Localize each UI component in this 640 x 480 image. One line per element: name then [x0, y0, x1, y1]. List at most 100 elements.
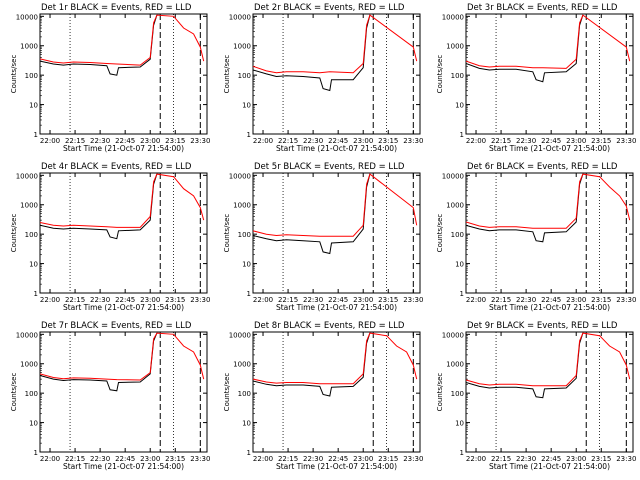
plot-frame — [39, 172, 208, 294]
y-tick-label: 1 — [34, 131, 38, 139]
panel-title: Det 8r BLACK = Events, RED = LLD — [254, 321, 405, 331]
x-tick-label: 23:30 — [403, 455, 423, 463]
y-tick-label: 10000 — [229, 13, 251, 21]
x-tick-label: 22:00 — [40, 296, 60, 304]
y-tick-label: 1000 — [20, 202, 38, 210]
y-axis-label: Counts/sec — [10, 373, 18, 412]
x-tick-label: 23:15 — [591, 296, 611, 304]
x-tick-label: 23:15 — [591, 137, 611, 145]
y-axis-label: Counts/sec — [436, 373, 444, 412]
series-line-events — [253, 173, 371, 255]
x-tick-label: 22:30 — [516, 296, 536, 304]
y-tick-label: 1 — [247, 449, 251, 457]
y-tick-label: 1 — [460, 449, 464, 457]
x-tick-label: 23:30 — [616, 137, 636, 145]
y-tick-label: 1 — [460, 131, 464, 139]
series-line-lld — [40, 332, 205, 381]
x-axis-label: Start Time (21-Oct-07 21:54:00) — [276, 144, 397, 153]
y-tick-label: 10 — [242, 102, 251, 110]
x-tick-label: 22:00 — [466, 137, 486, 145]
x-tick-label: 22:00 — [40, 137, 60, 145]
x-tick-label: 22:45 — [541, 455, 561, 463]
plot-frame — [39, 331, 208, 453]
y-tick-label: 10 — [29, 420, 38, 428]
detector-panel-1: Det 1r BLACK = Events, RED = LLD 1 10 100 10… — [10, 3, 210, 153]
x-tick-label: 22:30 — [303, 296, 323, 304]
y-tick-label: 1000 — [233, 43, 251, 51]
y-tick-label: 100 — [25, 390, 38, 398]
x-tick-label: 23:15 — [378, 296, 398, 304]
x-tick-label: 22:15 — [278, 455, 298, 463]
x-tick-label: 22:45 — [115, 137, 135, 145]
x-tick-label: 22:15 — [278, 296, 298, 304]
x-tick-label: 22:30 — [90, 296, 110, 304]
y-axis-label: Counts/sec — [436, 214, 444, 253]
x-tick-label: 23:00 — [353, 137, 373, 145]
series-line-events — [253, 14, 371, 92]
y-axis-label: Counts/sec — [10, 214, 18, 253]
detector-panel-8: Det 8r BLACK = Events, RED = LLD 1 10 100 10… — [223, 321, 423, 471]
series-line-events — [466, 14, 584, 83]
y-tick-label: 100 — [238, 231, 251, 239]
y-tick-label: 10 — [242, 261, 251, 269]
x-tick-label: 22:45 — [541, 137, 561, 145]
panel-title: Det 3r BLACK = Events, RED = LLD — [467, 3, 618, 13]
x-tick-label: 22:45 — [328, 455, 348, 463]
x-tick-label: 23:00 — [566, 137, 586, 145]
series-line-lld — [253, 173, 418, 237]
y-tick-label: 1000 — [446, 43, 464, 51]
x-tick-label: 23:15 — [378, 137, 398, 145]
x-tick-label: 22:00 — [253, 455, 273, 463]
x-tick-label: 23:00 — [566, 455, 586, 463]
y-tick-label: 10000 — [442, 331, 464, 339]
x-tick-label: 23:15 — [378, 455, 398, 463]
y-tick-label: 10 — [455, 102, 464, 110]
x-tick-label: 22:30 — [516, 137, 536, 145]
series-line-events — [40, 332, 158, 392]
x-tick-label: 22:15 — [491, 137, 511, 145]
y-tick-label: 100 — [451, 390, 464, 398]
x-tick-label: 23:00 — [353, 296, 373, 304]
series-line-events — [466, 173, 584, 243]
y-tick-label: 1000 — [20, 361, 38, 369]
series-line-events — [466, 332, 584, 399]
x-tick-label: 23:00 — [353, 455, 373, 463]
x-tick-label: 22:15 — [491, 296, 511, 304]
plot-frame — [252, 331, 421, 453]
x-tick-label: 23:00 — [140, 296, 160, 304]
x-tick-label: 23:30 — [190, 296, 210, 304]
y-tick-label: 100 — [25, 231, 38, 239]
y-tick-label: 10 — [242, 420, 251, 428]
x-axis-label: Start Time (21-Oct-07 21:54:00) — [63, 144, 184, 153]
panel-title: Det 5r BLACK = Events, RED = LLD — [254, 162, 405, 172]
x-tick-label: 23:30 — [616, 455, 636, 463]
y-axis-label: Counts/sec — [223, 214, 231, 253]
x-axis-label: Start Time (21-Oct-07 21:54:00) — [276, 462, 397, 471]
y-tick-label: 10 — [29, 261, 38, 269]
y-tick-label: 10000 — [229, 331, 251, 339]
x-tick-label: 22:00 — [253, 137, 273, 145]
series-line-lld — [253, 332, 418, 385]
y-tick-label: 10 — [455, 261, 464, 269]
y-tick-label: 1 — [34, 290, 38, 298]
detector-panel-7: Det 7r BLACK = Events, RED = LLD 1 10 100 10… — [10, 321, 210, 471]
x-axis-label: Start Time (21-Oct-07 21:54:00) — [63, 303, 184, 312]
y-tick-label: 1 — [247, 290, 251, 298]
y-tick-label: 1000 — [20, 43, 38, 51]
x-tick-label: 23:00 — [140, 137, 160, 145]
x-tick-label: 22:30 — [516, 455, 536, 463]
x-tick-label: 22:45 — [541, 296, 561, 304]
x-tick-label: 22:00 — [466, 296, 486, 304]
x-tick-label: 22:15 — [65, 455, 85, 463]
detector-panel-2: Det 2r BLACK = Events, RED = LLD 1 10 100 10… — [223, 3, 423, 153]
series-line-lld — [40, 173, 205, 228]
y-tick-label: 1000 — [233, 361, 251, 369]
plot-frame — [465, 331, 634, 453]
plot-frame — [465, 13, 634, 135]
x-tick-label: 22:30 — [90, 137, 110, 145]
y-tick-label: 1 — [247, 131, 251, 139]
plot-frame — [465, 172, 634, 294]
y-tick-label: 100 — [451, 231, 464, 239]
y-tick-label: 1 — [460, 290, 464, 298]
x-tick-label: 22:45 — [115, 455, 135, 463]
